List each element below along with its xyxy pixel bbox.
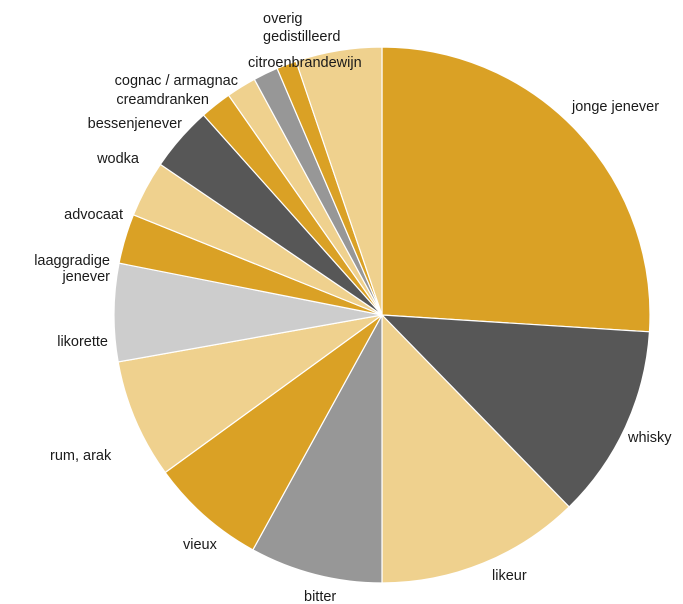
slice-label: vieux (183, 537, 218, 553)
slice-label-line: overig (263, 11, 303, 27)
slice-label-line: gedistilleerd (263, 29, 340, 45)
slice-label-line: whisky (627, 430, 672, 446)
slice-label: overig gedistilleerd (263, 11, 340, 45)
slice-label-line: cognac / armagnac (115, 73, 238, 89)
slice-label-line: jenever (61, 269, 110, 285)
slice-label: bessenjenever (88, 116, 182, 132)
pie-labels: jonge jenever whisky likeur bitter vieux rum,… (34, 11, 672, 604)
slice-label: creamdranken (116, 92, 209, 108)
slice-label: wodka (96, 151, 140, 167)
slice-label-line: jonge jenever (571, 99, 659, 115)
slice-label: likeur (492, 568, 527, 584)
slice-label: citroenbrandewijn (248, 55, 362, 71)
slice-label-line: likeur (492, 568, 527, 584)
pie-slice (117, 314, 383, 474)
pie-slice (252, 314, 383, 584)
slice-label-line: advocaat (64, 207, 123, 223)
slice-label-line: laaggradige (34, 253, 110, 269)
pie-slice (381, 46, 651, 333)
slice-label: advocaat (64, 207, 123, 223)
slice-label-line: likorette (57, 334, 108, 350)
slice-label-line: citroenbrandewijn (248, 55, 362, 71)
slice-label: cognac / armagnac (115, 73, 238, 89)
slice-label-line: creamdranken (116, 92, 209, 108)
slice-label-line: rum, arak (50, 448, 112, 464)
pie-slice (381, 313, 570, 584)
pie-slices (113, 46, 651, 584)
slice-label: whisky (627, 430, 672, 446)
slice-label-line: wodka (96, 151, 140, 167)
slice-label-line: bessenjenever (88, 116, 182, 132)
slice-label: rum, arak (50, 448, 112, 464)
slice-label-line: bitter (304, 589, 336, 604)
slice-label: likorette (57, 334, 108, 350)
pie-slice (164, 314, 383, 551)
slice-label: jonge jenever (571, 99, 659, 115)
slice-label: laaggradige jenever (34, 253, 110, 285)
slice-label-line: vieux (183, 537, 218, 553)
pie-slice (380, 314, 651, 508)
pie-slice (295, 46, 383, 316)
slice-label: bitter (304, 589, 336, 604)
